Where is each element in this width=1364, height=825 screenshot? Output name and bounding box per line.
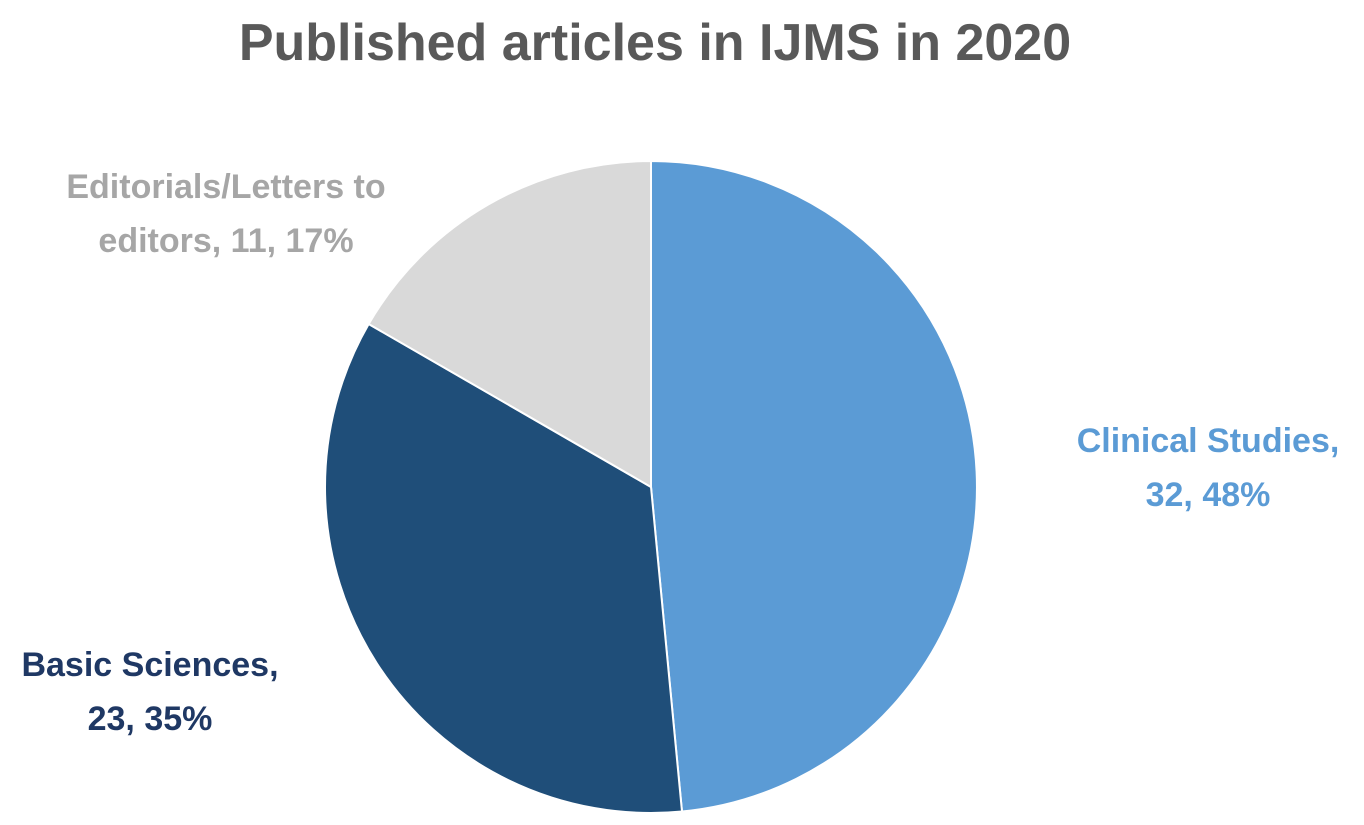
slice-label-basic-sciences: Basic Sciences, 23, 35% xyxy=(21,646,278,738)
slice-label-line: editors, 11, 17% xyxy=(98,222,353,260)
chart-title: Published articles in IJMS in 2020 xyxy=(239,14,1071,72)
slice-label-line: Basic Sciences, xyxy=(21,646,278,684)
pie-slice-basic-sciences xyxy=(324,322,684,814)
slice-label-line: Editorials/Letters to xyxy=(66,168,385,206)
slice-label-line: 23, 35% xyxy=(88,700,213,738)
pie-slices xyxy=(324,159,978,814)
slice-label-editorials-letters-to-editors: Editorials/Letters to editors, 11, 17% xyxy=(66,168,385,260)
slice-label-line: Clinical Studies, xyxy=(1077,422,1340,460)
slice-label-line: 32, 48% xyxy=(1146,476,1271,514)
pie-slice-clinical-studies xyxy=(650,159,978,813)
slice-label-clinical-studies: Clinical Studies, 32, 48% xyxy=(1077,422,1340,514)
pie-slice-editorials-letters-to-editors xyxy=(367,159,652,489)
slice-labels: Clinical Studies, 32, 48% Basic Sciences, 2… xyxy=(21,168,1339,738)
